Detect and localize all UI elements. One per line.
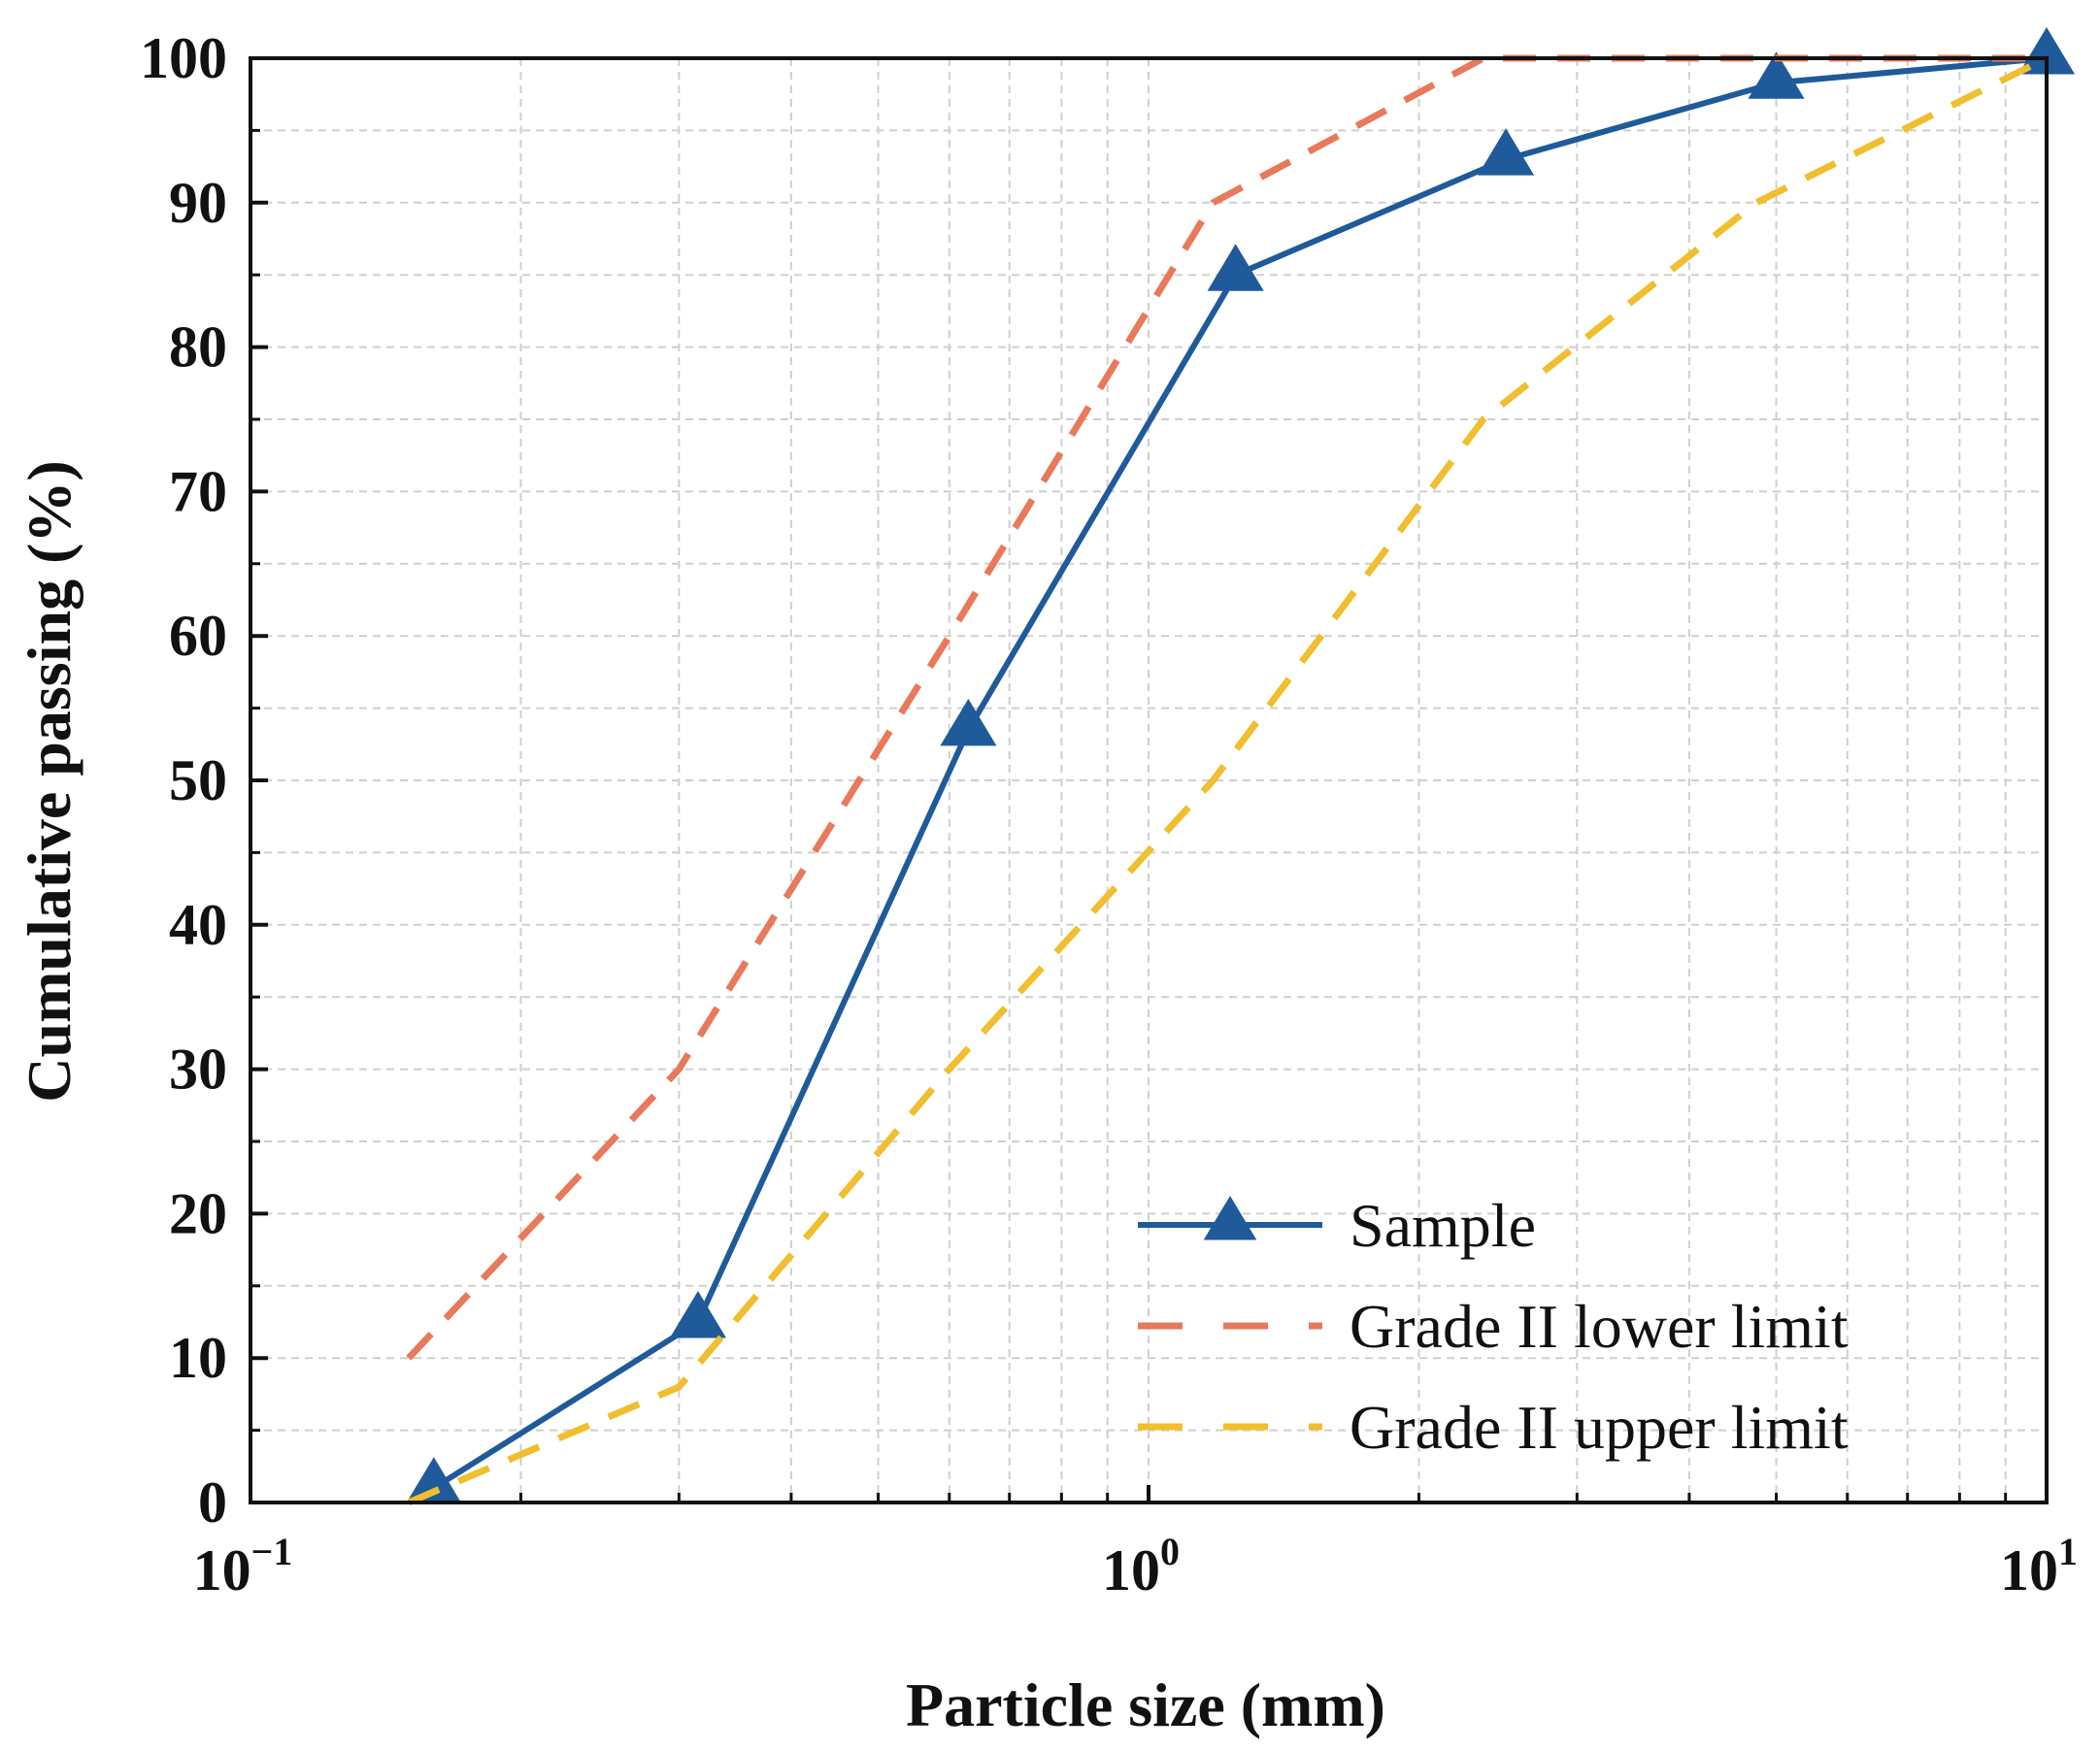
axes — [249, 56, 2049, 1504]
data-point-sample — [940, 698, 997, 746]
y-tick-label: 20 — [169, 1181, 227, 1245]
grid-lines — [250, 58, 2047, 1502]
x-axis-title: Particle size (mm) — [906, 1670, 1385, 1739]
y-tick-label: 40 — [169, 893, 227, 957]
y-tick-label: 50 — [169, 748, 227, 812]
series-layer — [405, 27, 2076, 1506]
y-tick-label: 70 — [169, 459, 227, 523]
x-tick-label: 101 — [2000, 1530, 2078, 1602]
x-tick-label: 10−1 — [193, 1530, 293, 1602]
data-point-sample — [1748, 51, 1805, 99]
legend-label-sample: Sample — [1350, 1191, 1536, 1260]
data-point-sample — [669, 1291, 727, 1338]
y-tick-label: 90 — [169, 171, 227, 235]
y-tick-label: 100 — [140, 26, 227, 90]
y-tick-label: 30 — [169, 1038, 227, 1102]
legend: Sample Grade II lower limit Grade II upper… — [1138, 1191, 1849, 1462]
y-tick-label: 80 — [169, 315, 227, 380]
legend-label-grade-ii-lower-limit: Grade II lower limit — [1350, 1292, 1849, 1361]
data-point-sample — [1478, 128, 1535, 176]
legend-marker-sample — [1203, 1196, 1257, 1240]
legend-label-grade-ii-upper-limit: Grade II upper limit — [1350, 1393, 1849, 1462]
y-tick-label: 60 — [169, 604, 227, 668]
series-line-grade-ii-upper-limit — [407, 54, 2049, 1506]
tick-labels: 0 10 20 30 40 50 60 70 80 90 100 10−1 100 101 — [140, 26, 2078, 1602]
y-tick-label: 10 — [169, 1326, 227, 1390]
data-point-sample — [1207, 244, 1264, 291]
x-tick-label: 100 — [1102, 1530, 1180, 1602]
y-axis-title: Cumulative passing (%) — [15, 460, 83, 1102]
y-tick-label: 0 — [198, 1470, 227, 1535]
series-line-grade-ii-lower-limit — [406, 54, 2047, 1361]
